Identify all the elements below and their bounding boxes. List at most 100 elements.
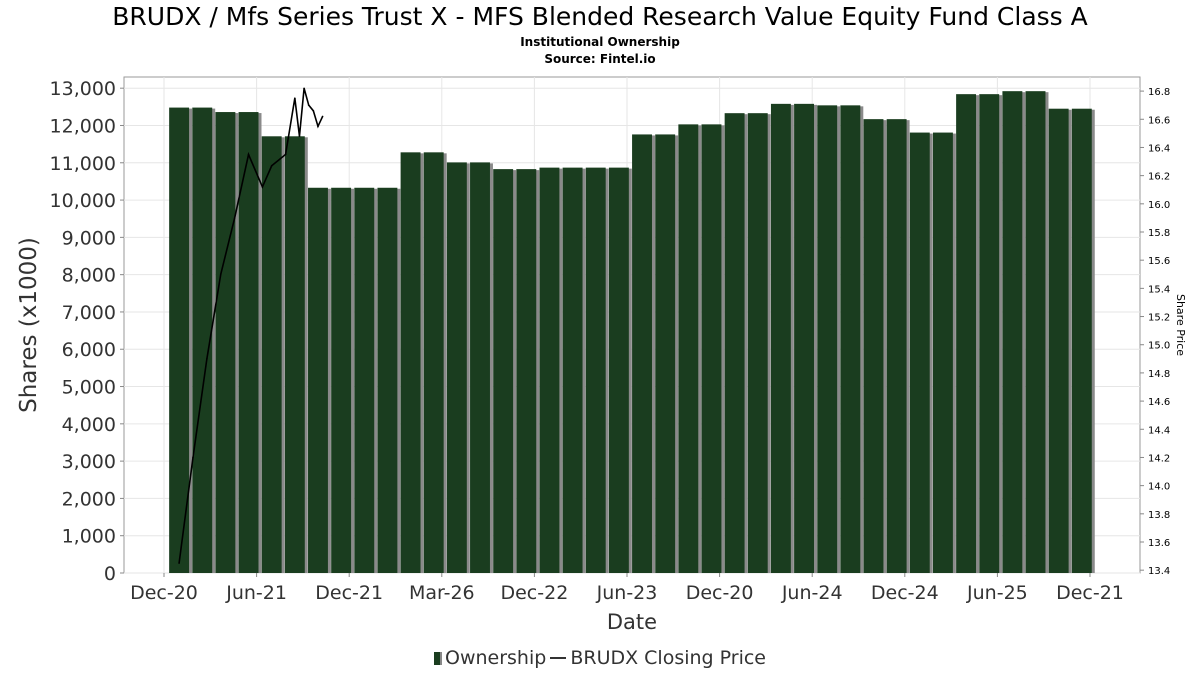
y2-tick-label: 16.6 bbox=[1148, 115, 1170, 126]
x-tick-label: Dec-21 bbox=[315, 582, 383, 604]
chart-source: Source: Fintel.io bbox=[544, 52, 656, 66]
price-point bbox=[219, 273, 222, 276]
price-point bbox=[321, 115, 324, 118]
y2-tick-label: 15.8 bbox=[1148, 228, 1170, 239]
ownership-bar bbox=[377, 187, 398, 573]
x-tick-label: Jun-21 bbox=[225, 582, 287, 604]
price-line bbox=[178, 88, 324, 564]
ownership-bar bbox=[863, 119, 884, 573]
x-tick-label: Dec-24 bbox=[871, 582, 939, 604]
ownership-bar bbox=[909, 132, 930, 574]
y2-tick-label: 15.4 bbox=[1148, 284, 1170, 295]
ownership-bar bbox=[770, 103, 791, 573]
ownership-bar bbox=[701, 124, 722, 574]
ownership-bar bbox=[215, 112, 236, 574]
y2-tick-label: 15.6 bbox=[1148, 256, 1170, 267]
ownership-bar bbox=[585, 167, 606, 573]
price-point bbox=[294, 97, 296, 99]
y-tick-label: 9,000 bbox=[62, 227, 116, 249]
y-tick-label: 2,000 bbox=[62, 488, 116, 510]
ownership-bar bbox=[655, 134, 676, 573]
x-tick-label: Jun-25 bbox=[966, 582, 1028, 604]
ownership-bar bbox=[747, 113, 768, 573]
price-point bbox=[233, 217, 236, 219]
y2-axis-title: Share Price bbox=[1174, 294, 1187, 356]
ownership-bar bbox=[446, 162, 467, 574]
price-point bbox=[192, 456, 194, 459]
ownership-bar bbox=[516, 169, 537, 573]
y-axis-left: 0 1,000 2,000 3,000 4,000 5,000 6,000 7,000 8,00… bbox=[50, 78, 124, 585]
x-tick-label: Dec-20 bbox=[686, 582, 754, 604]
x-tick-label: Dec-20 bbox=[130, 582, 198, 604]
ownership-bar bbox=[539, 167, 560, 573]
ownership-bar bbox=[470, 162, 490, 574]
y-tick-label: 4,000 bbox=[62, 414, 116, 436]
x-axis-title: Date bbox=[607, 610, 657, 634]
y-tick-label: 0 bbox=[104, 563, 116, 585]
legend-ownership-label: Ownership bbox=[445, 647, 547, 669]
ownership-bar bbox=[840, 105, 861, 573]
y2-tick-label: 13.8 bbox=[1148, 510, 1170, 521]
ownership-bar bbox=[632, 134, 652, 573]
x-axis: Dec-20 Jun-21 Dec-21 Mar-26 Dec-22 Jun-23 Dec-… bbox=[130, 573, 1124, 604]
y-tick-label: 5,000 bbox=[62, 377, 116, 399]
y-tick-label: 7,000 bbox=[62, 302, 116, 324]
y2-tick-label: 16.4 bbox=[1148, 143, 1170, 154]
y-tick-label: 8,000 bbox=[62, 265, 116, 287]
y-tick-label: 6,000 bbox=[62, 339, 116, 361]
y2-tick-label: 15.2 bbox=[1148, 313, 1170, 324]
ownership-bar bbox=[817, 105, 838, 573]
ownership-bar bbox=[678, 124, 699, 574]
y2-tick-label: 16.2 bbox=[1148, 172, 1170, 183]
ownership-bar bbox=[169, 107, 190, 574]
ownership-bar bbox=[423, 152, 444, 573]
ownership-bar bbox=[886, 119, 907, 573]
ownership-bar bbox=[1002, 91, 1023, 574]
y2-tick-label: 14.6 bbox=[1148, 397, 1170, 408]
price-point bbox=[298, 135, 301, 137]
y2-tick-label: 15.0 bbox=[1148, 341, 1170, 352]
y-tick-label: 12,000 bbox=[50, 115, 116, 137]
y-tick-label: 1,000 bbox=[62, 526, 116, 548]
chart-legend: Ownership BRUDX Closing Price bbox=[0, 647, 1200, 669]
y2-tick-label: 16.8 bbox=[1148, 87, 1170, 98]
price-point bbox=[303, 87, 305, 90]
price-point bbox=[261, 186, 264, 188]
price-point bbox=[178, 562, 180, 564]
price-point bbox=[284, 153, 287, 156]
price-point bbox=[206, 358, 208, 360]
y2-tick-label: 13.6 bbox=[1148, 538, 1170, 549]
y2-tick-label: 13.4 bbox=[1148, 566, 1170, 577]
ownership-bar bbox=[1025, 91, 1046, 574]
price-line-icon bbox=[550, 657, 567, 659]
price-point bbox=[247, 153, 250, 156]
ownership-bars bbox=[169, 91, 1095, 574]
ownership-bar bbox=[331, 187, 352, 573]
y-tick-label: 3,000 bbox=[62, 451, 116, 473]
x-tick-label: Jun-24 bbox=[781, 582, 843, 604]
price-point bbox=[317, 125, 319, 128]
chart-title: BRUDX / Mfs Series Trust X - MFS Blended… bbox=[112, 2, 1088, 31]
x-tick-label: Mar-26 bbox=[409, 582, 475, 604]
ownership-bar bbox=[562, 167, 583, 573]
chart-subtitle: Institutional Ownership bbox=[520, 35, 680, 49]
ownership-bar bbox=[261, 136, 282, 573]
ownership-chart: 0 1,000 2,000 3,000 4,000 5,000 6,000 7,000 8,00… bbox=[16, 76, 1187, 634]
y-tick-label: 13,000 bbox=[50, 78, 116, 100]
price-point bbox=[307, 104, 310, 106]
ownership-bar bbox=[608, 167, 629, 573]
x-tick-label: Jun-23 bbox=[596, 582, 658, 604]
y2-tick-label: 16.0 bbox=[1148, 200, 1170, 211]
y-tick-label: 11,000 bbox=[50, 153, 116, 175]
y-tick-label: 10,000 bbox=[50, 190, 116, 212]
x-tick-label: Dec-22 bbox=[500, 582, 568, 604]
ownership-bar bbox=[192, 107, 213, 574]
ownership-bar bbox=[1048, 108, 1069, 573]
ownership-swatch-icon bbox=[434, 652, 442, 665]
price-point bbox=[270, 164, 273, 167]
ownership-bar bbox=[794, 103, 815, 573]
ownership-bar bbox=[956, 94, 977, 574]
legend-price-label: BRUDX Closing Price bbox=[570, 647, 766, 669]
ownership-bar bbox=[979, 94, 1000, 574]
y2-tick-label: 14.0 bbox=[1148, 482, 1170, 493]
